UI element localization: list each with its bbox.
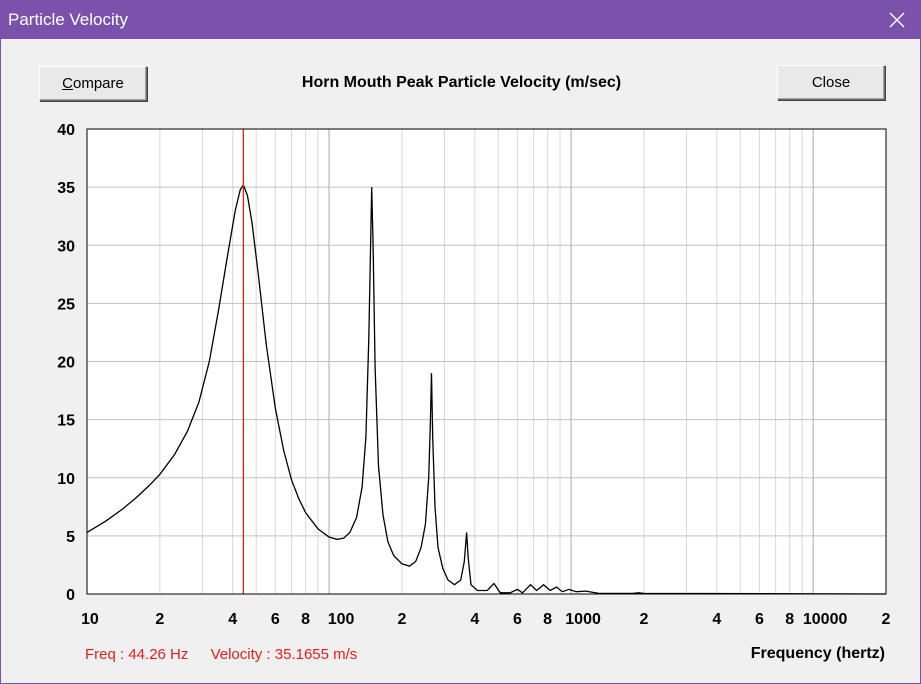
y-tick-label: 10	[57, 471, 75, 488]
y-tick-label: 20	[57, 355, 75, 372]
x-tick-label: 8	[785, 611, 794, 628]
close-label: Close	[811, 74, 851, 91]
x-tick-label: 2	[640, 611, 649, 628]
close-button[interactable]: Close	[777, 65, 885, 100]
y-tick-label: 0	[66, 587, 75, 604]
window-close-button[interactable]	[874, 1, 920, 39]
chart-title: Horn Mouth Peak Particle Velocity (m/sec…	[301, 74, 622, 91]
x-tick-label: 2	[155, 611, 164, 628]
x-tick-label: 2	[397, 611, 406, 628]
x-tick-label: 6	[271, 611, 280, 628]
y-tick-label: 5	[66, 529, 75, 546]
x-tick-label: 4	[470, 611, 479, 628]
plot-frame	[86, 128, 887, 595]
x-tick-label: 6	[513, 611, 522, 628]
freq-readout: Freq : 44.26 Hz	[85, 646, 189, 663]
x-tick-label: 8	[543, 611, 552, 628]
x-axis-label: Frequency (hertz)	[750, 645, 885, 662]
close-icon	[889, 12, 905, 28]
x-tick-label: 2	[882, 611, 891, 628]
x-tick-label: 4	[228, 611, 237, 628]
window-title: Particle Velocity	[8, 10, 128, 29]
y-axis-ticks: 0 5 10 15 20 25 30 35 40	[57, 122, 75, 604]
y-tick-label: 40	[57, 122, 75, 139]
velocity-series-line	[86, 183, 887, 595]
y-tick-label: 25	[57, 296, 75, 313]
x-tick-label: 4	[712, 611, 721, 628]
y-tick-label: 35	[57, 180, 75, 197]
x-tick-label: 1000	[565, 611, 601, 628]
x-tick-label: 100	[328, 611, 355, 628]
x-tick-label: 10	[81, 611, 99, 628]
compare-button[interactable]: Compare	[39, 66, 147, 101]
x-tick-label: 6	[755, 611, 764, 628]
y-tick-label: 30	[57, 238, 75, 255]
cursor-readout: Freq : 44.26 Hz Velocity : 35.1655 m/s	[85, 646, 375, 663]
velocity-readout: Velocity : 35.1655 m/s	[210, 646, 358, 663]
x-axis-ticks: 10 2 4 6 8 100 2 4 6 8 1000 2 4 6 8 10000 2	[81, 611, 891, 628]
title-bar: Particle Velocity	[1, 1, 920, 39]
y-tick-label: 15	[57, 413, 75, 430]
x-tick-label: 10000	[803, 611, 848, 628]
x-tick-label: 8	[301, 611, 310, 628]
compare-label: Compare	[62, 75, 124, 92]
